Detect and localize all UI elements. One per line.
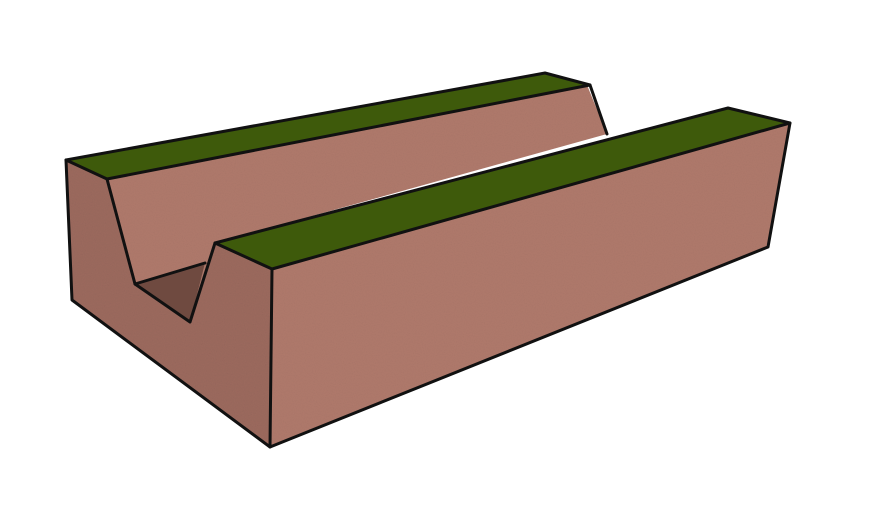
left-end-face xyxy=(66,160,272,447)
far-inner-wall xyxy=(107,85,607,322)
front-grass-ridge xyxy=(215,108,790,269)
back-grass-ridge xyxy=(66,73,590,179)
outlines xyxy=(64,71,792,449)
front-long-face xyxy=(270,123,790,447)
groove-floor-shadow xyxy=(135,263,205,322)
